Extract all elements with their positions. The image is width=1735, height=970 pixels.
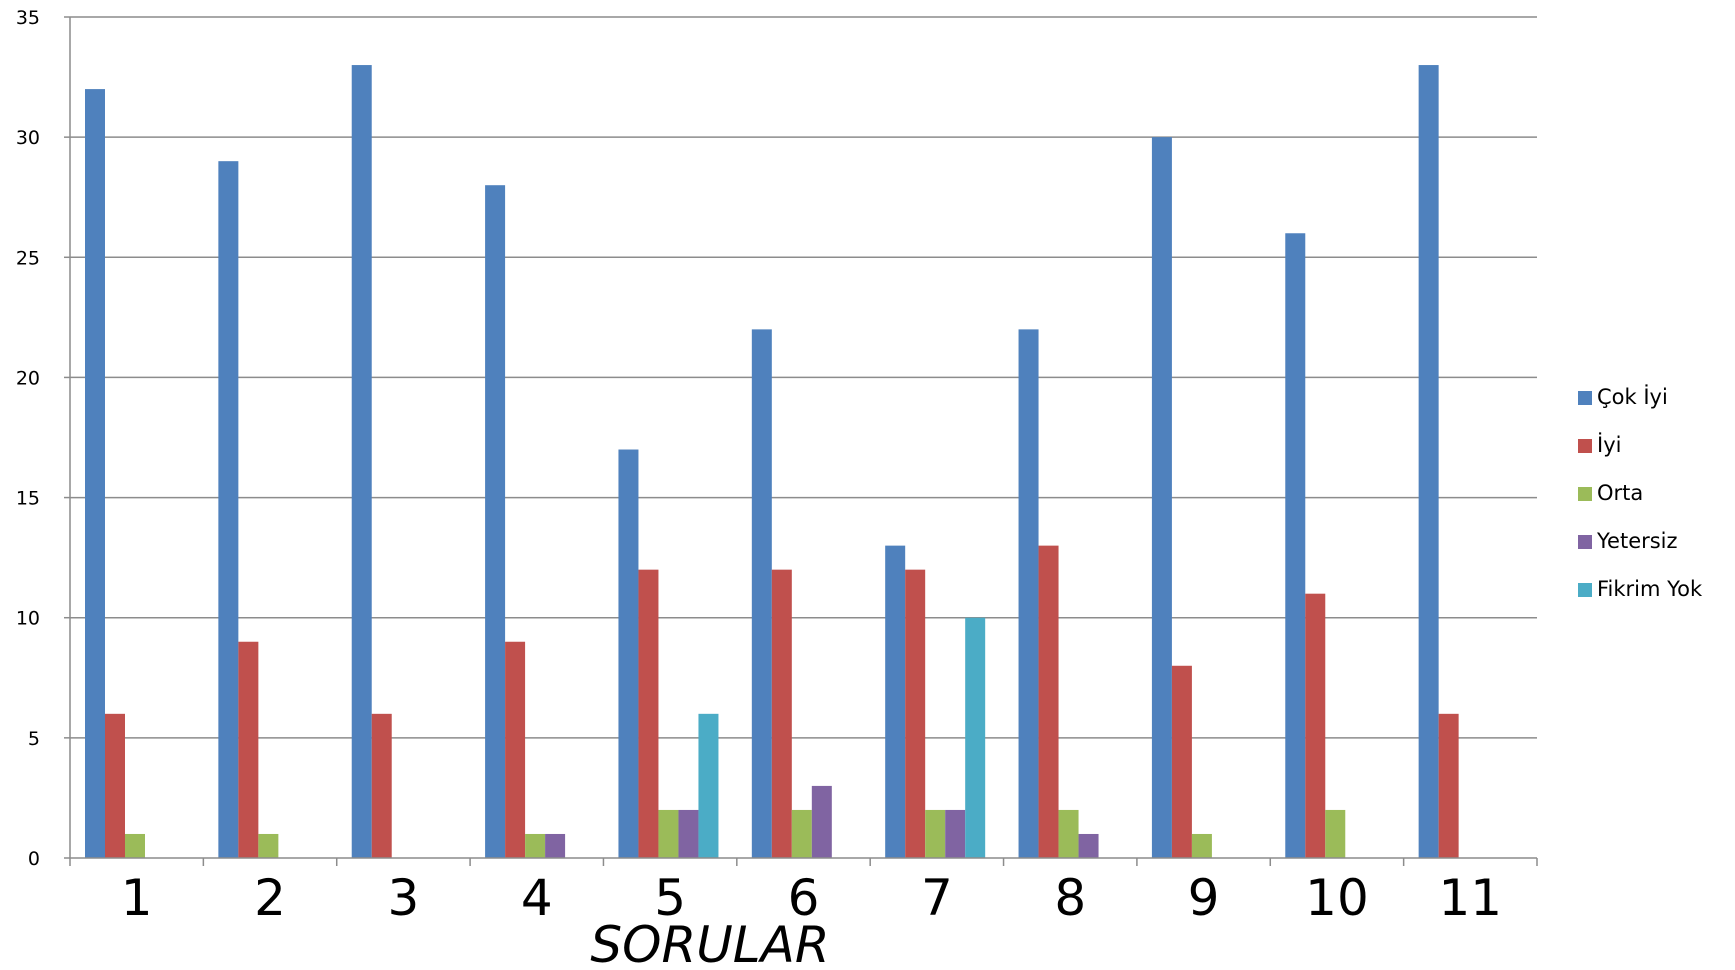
legend-label: Yetersiz [1596, 529, 1678, 553]
bar [1038, 545, 1059, 858]
bar [791, 809, 812, 858]
bar [238, 641, 259, 858]
bar [1285, 233, 1306, 858]
bar [905, 569, 926, 858]
x-tick-label: 2 [254, 869, 286, 927]
bar [85, 89, 105, 859]
bar [965, 617, 986, 858]
legend-swatch [1578, 391, 1592, 405]
bar [1325, 809, 1346, 858]
bar [1058, 809, 1079, 858]
bar [638, 569, 659, 858]
y-tick-label: 15 [16, 488, 40, 510]
legend: Çok İyi İyi Orta Yetersiz Fikrim Yok [1578, 384, 1703, 601]
bar [105, 713, 125, 858]
bar [885, 545, 906, 858]
y-tick-label: 0 [28, 848, 40, 870]
y-tick-label: 35 [16, 7, 40, 29]
x-tick-label: 4 [521, 869, 553, 927]
legend-label: Fikrim Yok [1597, 577, 1703, 601]
bar [945, 809, 966, 858]
axes [69, 17, 1538, 866]
bar [811, 785, 832, 858]
legend-swatch [1578, 535, 1592, 549]
bars [85, 65, 1459, 859]
bar [1305, 593, 1326, 858]
bar [1078, 833, 1099, 858]
bar [618, 449, 639, 858]
y-tick-label: 20 [16, 367, 40, 389]
x-axis-label: SORULAR [590, 916, 829, 970]
legend-swatch [1578, 439, 1592, 453]
bar [1171, 665, 1192, 858]
bar [258, 833, 279, 858]
x-axis-ticks: 1 2 3 4 5 6 7 8 9 10 11 [121, 869, 1502, 927]
x-tick-label: 5 [654, 869, 686, 927]
x-tick-label: 10 [1305, 869, 1369, 927]
x-tick-label: 1 [121, 869, 153, 927]
bar [218, 161, 239, 858]
y-tick-label: 25 [16, 247, 40, 269]
y-tick-label: 5 [28, 728, 40, 750]
bar [1438, 713, 1459, 858]
bar [678, 809, 699, 858]
legend-swatch [1578, 487, 1592, 501]
bar [698, 713, 719, 858]
bar [658, 809, 679, 858]
x-tick-label: 8 [1054, 869, 1086, 927]
y-tick-label: 30 [16, 127, 40, 149]
x-tick-label: 11 [1439, 869, 1503, 927]
legend-swatch [1578, 583, 1592, 597]
x-tick-label: 6 [788, 869, 820, 927]
bar [125, 833, 145, 858]
bar [505, 641, 526, 858]
x-tick-label: 3 [388, 869, 420, 927]
x-tick-label: 9 [1188, 869, 1220, 927]
legend-label: Orta [1597, 481, 1643, 505]
bar [485, 185, 506, 858]
y-axis-ticks: 0 5 10 15 20 25 30 35 [16, 7, 40, 870]
legend-label: İyi [1597, 432, 1621, 457]
bar [771, 569, 792, 858]
bar [1418, 65, 1439, 859]
bar [1151, 137, 1172, 859]
bar [1191, 833, 1212, 858]
x-tick-label: 7 [921, 869, 953, 927]
legend-label: Çok İyi [1597, 384, 1668, 409]
bar [1018, 329, 1039, 858]
bar [351, 65, 372, 859]
bar [925, 809, 946, 858]
y-tick-label: 10 [16, 608, 40, 630]
bar [371, 713, 392, 858]
bar [751, 329, 772, 858]
bar [525, 833, 546, 858]
bar [545, 833, 566, 858]
